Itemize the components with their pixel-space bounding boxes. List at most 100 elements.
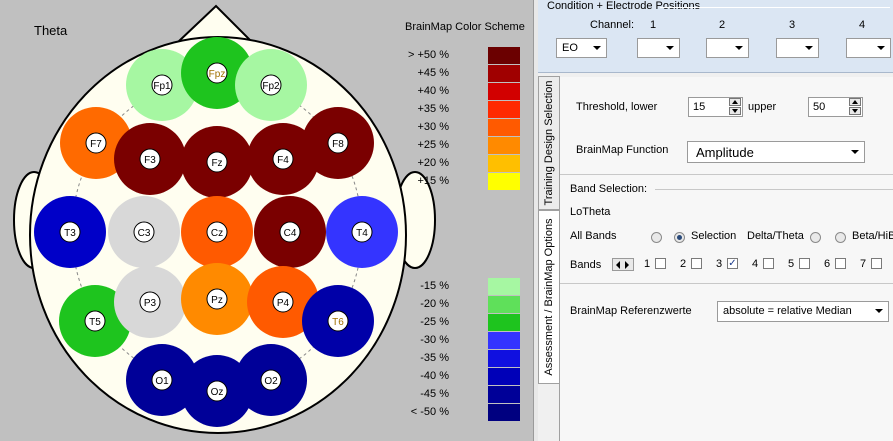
scale-positive-swatch xyxy=(488,101,520,118)
arrow-right-icon[interactable] xyxy=(625,261,629,269)
electrode-c4-marker xyxy=(279,221,301,243)
electrode-fz-marker xyxy=(206,151,228,173)
scale-positive-swatch xyxy=(488,119,520,136)
reference-select-value: absolute = relative Median xyxy=(723,305,852,317)
radio-all-bands[interactable] xyxy=(651,232,662,243)
scale-negative-swatch xyxy=(488,386,520,403)
chevron-down-icon xyxy=(877,46,885,50)
group-divider xyxy=(660,7,890,8)
function-select[interactable]: Amplitude xyxy=(687,141,865,163)
function-label: BrainMap Function xyxy=(576,144,669,156)
band-number: 1 xyxy=(644,258,651,270)
electrode-f7-marker xyxy=(85,132,107,154)
decrement-button[interactable] xyxy=(729,107,741,115)
band-4-checkbox[interactable] xyxy=(763,258,774,269)
electrode-f4-label: F4 xyxy=(277,155,289,166)
tab-training-design-label: Training Design Selection xyxy=(543,80,555,206)
electrode-cz-label: Cz xyxy=(211,228,223,239)
electrode-t5-marker xyxy=(84,310,106,332)
condition-select[interactable]: EO xyxy=(556,38,607,58)
threshold-lower-value: 15 xyxy=(693,101,706,113)
scale-positive-label: +45 % xyxy=(417,67,450,79)
scale-negative-label: -40 % xyxy=(420,370,449,382)
channel-3-select[interactable] xyxy=(776,38,819,58)
scale-positive-swatch xyxy=(488,47,520,64)
electrode-t4-marker xyxy=(351,221,373,243)
electrode-p4-label: P4 xyxy=(277,298,290,309)
chevron-down-icon xyxy=(666,46,674,50)
channel-label: Channel: xyxy=(590,19,635,31)
radio-beta-hibeta[interactable] xyxy=(835,232,846,243)
condition-group-title: Condition + Electrode Positions xyxy=(547,0,701,12)
electrode-c3-label: C3 xyxy=(138,228,151,239)
band-title: Theta xyxy=(34,23,68,38)
channel-1-label: 1 xyxy=(650,19,657,31)
increment-button[interactable] xyxy=(729,98,741,106)
electrode-p3-label: P3 xyxy=(144,298,157,309)
increment-button[interactable] xyxy=(849,98,861,106)
reference-select[interactable]: absolute = relative Median xyxy=(717,301,889,322)
splitter[interactable] xyxy=(533,0,538,441)
scale-positive-swatch xyxy=(488,155,520,172)
electrode-o2-label: O2 xyxy=(264,376,278,387)
radio-label: Selection xyxy=(691,230,737,242)
scale-positive-label: +40 % xyxy=(417,85,450,97)
electrode-p3-marker xyxy=(139,291,161,313)
tab-training-design[interactable]: Training Design Selection xyxy=(538,76,560,210)
vertical-tabs: Training Design Selection Assessment / B… xyxy=(538,72,560,441)
scale-negative-label: -25 % xyxy=(420,316,449,328)
arrow-left-icon[interactable] xyxy=(616,261,620,269)
band-7-checkbox[interactable] xyxy=(871,258,882,269)
chevron-down-icon xyxy=(735,46,743,50)
radio-label: Delta/Theta xyxy=(747,230,804,242)
band-2-checkbox[interactable] xyxy=(691,258,702,269)
scale-negative-swatch xyxy=(488,314,520,331)
electrode-f8-label: F8 xyxy=(332,139,344,150)
scale-positive-swatch xyxy=(488,137,520,154)
electrode-fp2-label: Fp2 xyxy=(262,81,280,92)
divider xyxy=(560,283,893,284)
band-number: 2 xyxy=(680,258,687,270)
threshold-upper-label: upper xyxy=(748,101,777,113)
bands-scroll-arrows[interactable] xyxy=(612,258,634,271)
electrode-t3-marker xyxy=(59,221,81,243)
electrode-f3-label: F3 xyxy=(144,155,156,166)
scale-negative-swatch xyxy=(488,296,520,313)
radio-delta-theta[interactable] xyxy=(810,232,821,243)
band-number: 3 xyxy=(716,258,723,270)
function-select-value: Amplitude xyxy=(696,145,754,160)
condition-select-value: EO xyxy=(562,42,578,54)
scale-negative-swatch xyxy=(488,368,520,385)
band-name: LoTheta xyxy=(570,206,611,218)
electrode-fp2-marker xyxy=(260,74,282,96)
channel-1-select[interactable] xyxy=(637,38,680,58)
channel-2-select[interactable] xyxy=(706,38,749,58)
electrode-cz-marker xyxy=(206,221,228,243)
band-5-checkbox[interactable] xyxy=(799,258,810,269)
electrode-f8-marker xyxy=(327,132,349,154)
band-3-checkbox[interactable]: ✓ xyxy=(727,258,738,269)
electrode-c4-label: C4 xyxy=(284,228,297,239)
electrode-fp1-marker xyxy=(151,74,173,96)
electrode-o1-marker xyxy=(151,369,173,391)
options-panel: Threshold, lower 15 upper 50 BrainMap Fu… xyxy=(559,77,893,441)
band-1-checkbox[interactable] xyxy=(655,258,666,269)
decrement-button[interactable] xyxy=(849,107,861,115)
band-number: 6 xyxy=(824,258,831,270)
condition-group: Condition + Electrode Positions Channel:… xyxy=(538,0,893,73)
color-scheme-title: BrainMap Color Scheme xyxy=(405,21,525,33)
scale-positive-label: +20 % xyxy=(417,157,450,169)
scale-negative-label: -30 % xyxy=(420,334,449,346)
threshold-lower-spinner[interactable]: 15 xyxy=(688,97,743,117)
electrode-t5-label: T5 xyxy=(89,317,101,328)
channel-4-select[interactable] xyxy=(846,38,891,58)
electrode-fz-label: Fz xyxy=(211,158,222,169)
band-6-checkbox[interactable] xyxy=(835,258,846,269)
scale-negative-swatch xyxy=(488,404,520,421)
scale-positive-label: +30 % xyxy=(417,121,450,133)
threshold-upper-spinner[interactable]: 50 xyxy=(808,97,863,117)
radio-selection[interactable] xyxy=(674,232,685,243)
tab-assessment-options[interactable]: Assessment / BrainMap Options xyxy=(538,210,559,384)
channel-3-label: 3 xyxy=(789,19,796,31)
threshold-lower-label: Threshold, lower xyxy=(576,101,658,113)
